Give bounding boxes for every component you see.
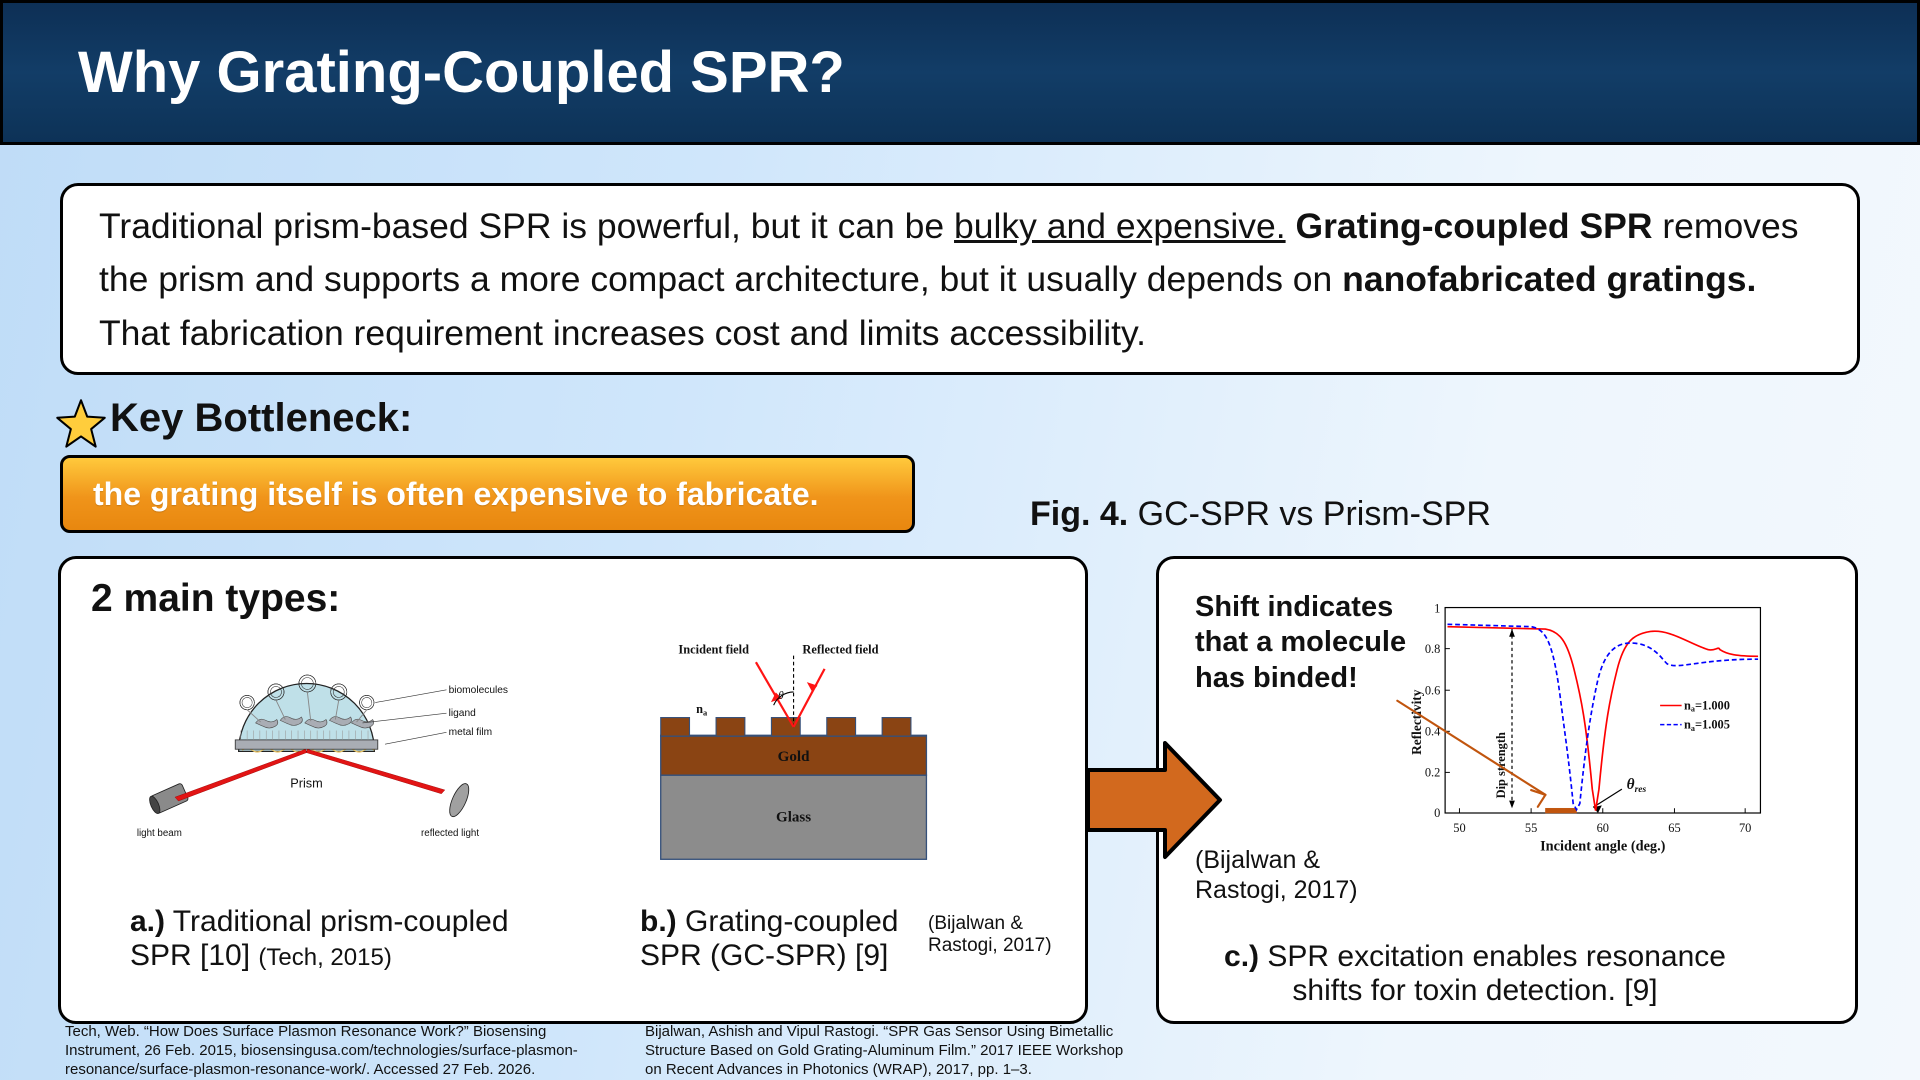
svg-text:θ: θ xyxy=(778,690,784,702)
svg-text:Incident angle (deg.): Incident angle (deg.) xyxy=(1540,838,1666,854)
svg-text:70: 70 xyxy=(1739,821,1751,835)
svg-text:na: na xyxy=(696,702,708,717)
svg-text:60: 60 xyxy=(1597,821,1609,835)
svg-text:0.2: 0.2 xyxy=(1425,766,1441,780)
svg-text:Glass: Glass xyxy=(776,810,811,826)
svg-text:biomolecules: biomolecules xyxy=(449,685,508,696)
svg-text:Incident field: Incident field xyxy=(678,642,749,656)
svg-text:θres: θres xyxy=(1627,776,1647,795)
svg-text:Reflectivity: Reflectivity xyxy=(1409,689,1424,755)
svg-text:reflected light: reflected light xyxy=(421,828,479,839)
svg-text:55: 55 xyxy=(1525,821,1537,835)
svg-text:Dip strength: Dip strength xyxy=(1494,732,1508,798)
svg-text:na=1.000: na=1.000 xyxy=(1684,698,1730,713)
svg-text:ligand: ligand xyxy=(449,708,476,719)
svg-text:light beam: light beam xyxy=(137,828,182,839)
svg-text:0: 0 xyxy=(1434,806,1440,820)
svg-text:na=1.005: na=1.005 xyxy=(1684,717,1730,732)
svg-text:65: 65 xyxy=(1668,821,1680,835)
svg-text:metal film: metal film xyxy=(449,727,493,738)
svg-text:Reflected field: Reflected field xyxy=(802,642,878,656)
svg-text:0.8: 0.8 xyxy=(1425,642,1441,656)
svg-text:50: 50 xyxy=(1453,821,1465,835)
svg-text:0.6: 0.6 xyxy=(1425,684,1441,698)
svg-text:Gold: Gold xyxy=(778,749,810,765)
svg-text:1: 1 xyxy=(1434,601,1440,615)
svg-text:Prism: Prism xyxy=(290,775,323,790)
